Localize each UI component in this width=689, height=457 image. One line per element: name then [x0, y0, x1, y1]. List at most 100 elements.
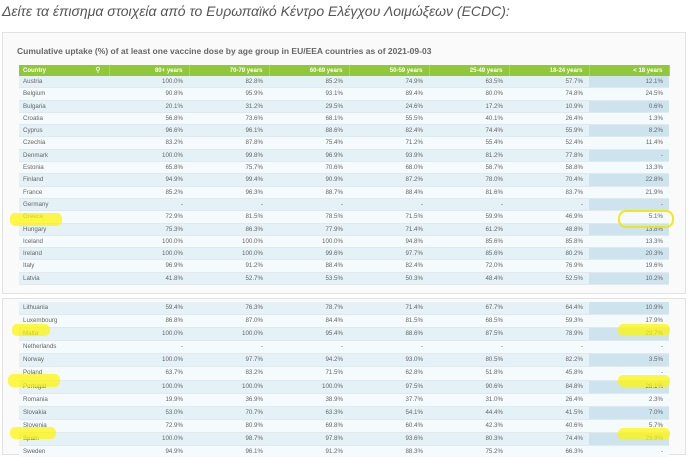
table-row: Lithuania 59.4% 76.3% 78.7% 71.4% 67.7% 64.4% 1…: [19, 302, 669, 316]
value-cell: -: [349, 198, 429, 212]
value-cell: 1.3%: [589, 112, 669, 126]
value-cell: 5.7%: [589, 419, 669, 433]
value-cell: 75.2%: [429, 445, 509, 457]
value-cell: 80.5%: [429, 353, 509, 368]
value-cell: 80.0%: [429, 87, 509, 101]
value-cell: 13.3%: [589, 235, 669, 249]
value-cell: 0.6%: [589, 100, 669, 113]
value-cell: 12.1%: [589, 76, 669, 89]
value-cell: 53.5%: [269, 272, 349, 286]
value-cell: 51.8%: [429, 366, 509, 381]
value-cell: 76.9%: [509, 259, 589, 273]
value-cell: -: [589, 340, 669, 355]
table-row: Sweden 94.9% 96.1% 91.2% 88.3% 75.2% 66.3% -: [19, 445, 669, 457]
column-header-country[interactable]: Country ⚲: [19, 65, 110, 76]
table-row: Spain 100.0% 98.7% 97.8% 93.6% 80.3% 74.4% 23.9…: [19, 432, 669, 447]
value-cell: 78.7%: [269, 302, 349, 316]
value-cell: 98.7%: [189, 432, 269, 447]
value-cell: 95.9%: [189, 87, 269, 101]
table-row: Poland 63.7% 83.2% 71.5% 62.8% 51.8% 45.8% -: [19, 366, 669, 381]
country-cell: Malta: [19, 327, 109, 342]
country-cell: Germany: [19, 198, 109, 212]
value-cell: 88.6%: [269, 124, 349, 138]
value-cell: 58.8%: [509, 161, 589, 175]
value-cell: 26.4%: [509, 112, 589, 126]
value-cell: 80.9%: [189, 419, 269, 433]
value-cell: 31.2%: [189, 100, 269, 113]
value-cell: 81.5%: [189, 210, 269, 224]
intro-text: Δείτε τα έπισημα στοιχεία από το Ευρωπαϊ…: [2, 3, 510, 19]
value-cell: 94.8%: [349, 235, 429, 249]
value-cell: 68.0%: [349, 161, 429, 175]
value-cell: 59.4%: [109, 302, 189, 316]
value-cell: -: [589, 198, 669, 212]
value-cell: -: [509, 198, 589, 212]
value-cell: 93.0%: [349, 353, 429, 368]
value-cell: 55.9%: [509, 124, 589, 138]
value-cell: 83.7%: [509, 186, 589, 199]
value-cell: 99.8%: [189, 149, 269, 163]
value-cell: 77.8%: [509, 149, 589, 163]
value-cell: 53.0%: [109, 406, 189, 420]
value-cell: 100.0%: [189, 380, 269, 394]
column-header-70-79[interactable]: 70-79 years: [189, 65, 270, 76]
column-header-60-69[interactable]: 60-69 years: [269, 65, 350, 76]
country-cell: Romania: [19, 393, 109, 407]
value-cell: 54.1%: [349, 406, 429, 420]
value-cell: 29.5%: [269, 100, 349, 113]
table-row: Finland 94.9% 99.4% 90.9% 87.2% 78.0% 70.4% 22.…: [19, 173, 669, 187]
country-cell: Italy: [19, 259, 109, 273]
value-cell: 90.9%: [269, 173, 349, 187]
value-cell: 81.2%: [429, 149, 509, 163]
value-cell: 21.9%: [589, 186, 669, 199]
value-cell: 97.7%: [189, 353, 269, 368]
value-cell: 100.0%: [269, 235, 349, 249]
table-row: Greece 72.9% 81.5% 78.5% 71.5% 59.9% 46.9% 5.1%: [19, 210, 669, 224]
value-cell: 19.6%: [589, 259, 669, 273]
search-icon[interactable]: ⚲: [95, 67, 101, 74]
value-cell: 5.1%: [589, 210, 669, 224]
value-cell: 99.6%: [269, 247, 349, 261]
value-cell: 94.9%: [109, 173, 189, 187]
country-cell: Lithuania: [19, 302, 109, 316]
column-header-80plus[interactable]: 80+ years: [109, 65, 190, 76]
value-cell: 100.0%: [109, 247, 189, 261]
value-cell: 87.8%: [189, 136, 269, 150]
table-header-row: Country ⚲ 80+ years 70-79 years 60-69 ye…: [19, 65, 670, 76]
country-cell: Norway: [19, 353, 109, 368]
value-cell: 71.5%: [269, 366, 349, 381]
country-cell: Sweden: [19, 445, 109, 457]
table-row: Belgium 90.8% 95.9% 93.1% 89.4% 80.0% 74.8% 24.…: [19, 87, 669, 101]
country-cell: Denmark: [19, 149, 109, 163]
value-cell: 45.8%: [509, 366, 589, 381]
value-cell: 81.5%: [349, 314, 429, 329]
value-cell: 96.3%: [189, 186, 269, 199]
table-row: Croatia 56.8% 73.6% 68.1% 55.5% 40.1% 26.4% 1.3…: [19, 112, 669, 126]
value-cell: -: [269, 198, 349, 212]
column-header-50-59[interactable]: 50-59 years: [349, 65, 430, 76]
value-cell: 86.8%: [109, 314, 189, 329]
value-cell: 88.3%: [349, 445, 429, 457]
value-cell: 77.9%: [269, 223, 349, 236]
value-cell: 87.0%: [189, 314, 269, 329]
value-cell: 72.9%: [109, 419, 189, 433]
column-header-25-49[interactable]: 25-49 years: [429, 65, 510, 76]
value-cell: 94.2%: [269, 353, 349, 368]
table-body-part1: Austria 100.0% 82.8% 85.2% 74.9% 63.5% 57.7% 12…: [19, 76, 669, 286]
value-cell: 72.9%: [109, 210, 189, 224]
value-cell: 63.3%: [269, 406, 349, 420]
column-header-under18[interactable]: < 18 years: [589, 65, 670, 76]
value-cell: 84.8%: [509, 380, 589, 394]
value-cell: -: [429, 340, 509, 355]
value-cell: 71.4%: [349, 302, 429, 316]
value-cell: 89.4%: [349, 87, 429, 101]
table-row: Netherlands - - - - - - -: [19, 340, 669, 355]
table-row: Norway 100.0% 97.7% 94.2% 93.0% 80.5% 82.2% 3.5…: [19, 353, 669, 368]
vaccine-uptake-table-part2: Lithuania 59.4% 76.3% 78.7% 71.4% 67.7% 64.4% 1…: [19, 302, 669, 457]
country-cell: France: [19, 186, 109, 199]
value-cell: 80.3%: [429, 432, 509, 447]
value-cell: 90.6%: [429, 380, 509, 394]
value-cell: -: [269, 340, 349, 355]
vaccine-uptake-table-part1: Country ⚲ 80+ years 70-79 years 60-69 ye…: [19, 65, 670, 286]
column-header-18-24[interactable]: 18-24 years: [509, 65, 590, 76]
